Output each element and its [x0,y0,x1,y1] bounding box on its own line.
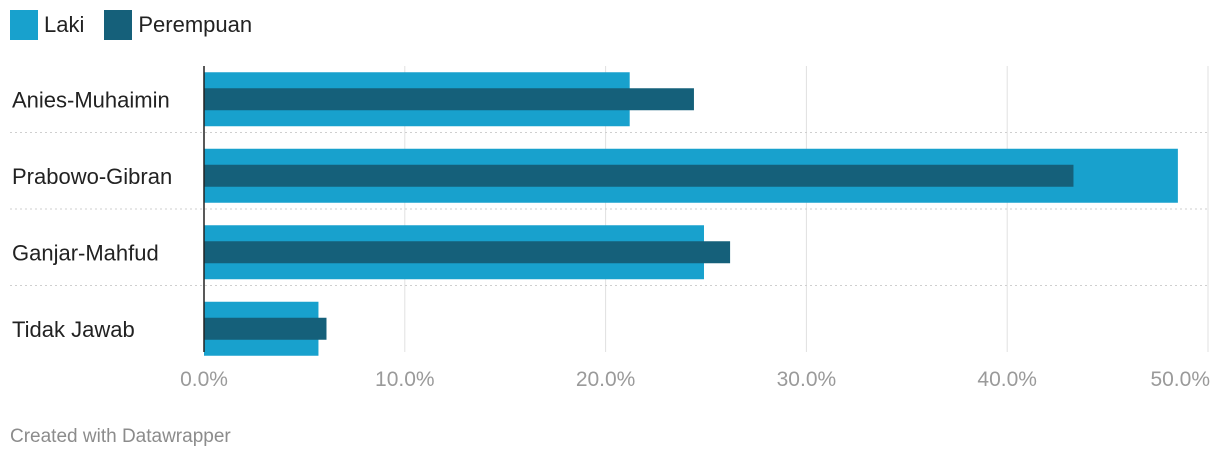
x-tick-label-1: 10.0% [375,368,435,391]
bar-perempuan-2 [204,241,731,264]
x-tick-label-5: 50.0% [1150,368,1210,391]
legend-item-laki: Laki [10,10,84,40]
x-tick-label-0: 0.0% [180,368,228,391]
bar-chart: Anies-Muhaimin Prabowo-Gibran Ganjar-Mahfu… [10,66,1210,391]
x-tick-label-4: 40.0% [977,368,1037,391]
bar-perempuan-0 [204,88,694,111]
bar-perempuan-1 [204,164,1074,187]
bar-perempuan-3 [204,317,327,340]
x-tick-label-2: 20.0% [576,368,636,391]
legend-swatch-perempuan [104,10,133,40]
legend-item-perempuan: Perempuan [104,10,252,40]
category-label-1: Prabowo-Gibran [12,164,172,189]
legend-label-perempuan: Perempuan [138,12,253,37]
category-label-2: Ganjar-Mahfud [12,240,159,265]
category-label-3: Tidak Jawab [12,317,135,342]
legend-swatch-laki [10,10,38,40]
footer-credit: Created with Datawrapper [10,426,231,447]
legend-label-laki: Laki [44,12,85,37]
legend: Laki Perempuan [10,10,252,40]
category-label-0: Anies-Muhaimin [12,87,170,112]
x-tick-label-3: 30.0% [777,368,837,391]
